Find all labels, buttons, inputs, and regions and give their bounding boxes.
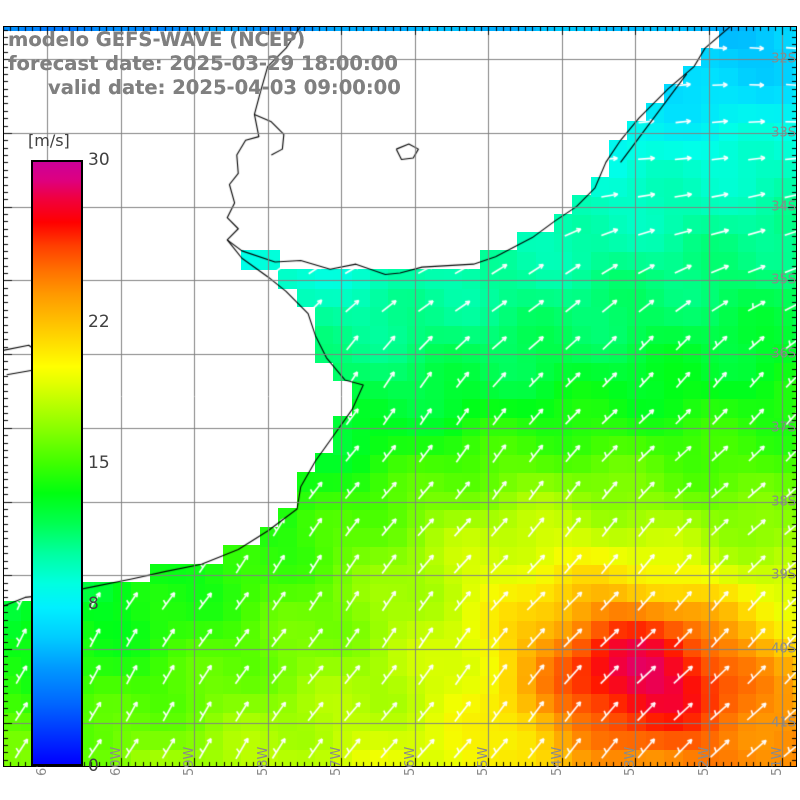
colorbar-tick-label: 15: [88, 453, 110, 473]
colorbar-tick-label: 0: [88, 756, 99, 776]
longitude-tick-label: 56W: [402, 746, 418, 776]
plot-area: [3, 26, 797, 767]
longitude-tick-label: 54W: [549, 746, 565, 776]
colorbar-unit-label: [m/s]: [28, 131, 70, 150]
latitude-tick-label: 36S: [771, 346, 796, 362]
colorbar-gradient: [31, 160, 83, 766]
latitude-tick-label: 38S: [771, 494, 796, 510]
colorbar-tick-label: 30: [88, 150, 110, 170]
latitude-tick-label: 33S: [771, 125, 796, 141]
longitude-tick-label: 53W: [623, 746, 639, 776]
latitude-tick-label: 40S: [771, 641, 796, 657]
longitude-tick-label: 51W: [770, 746, 786, 776]
longitude-tick-label: 52W: [696, 746, 712, 776]
colorbar: [31, 160, 83, 766]
latitude-tick-label: 32S: [771, 51, 796, 67]
latitude-tick-label: 37S: [771, 420, 796, 436]
colorbar-tick-label: 22: [88, 311, 110, 332]
graticule-layer: [3, 26, 797, 767]
longitude-tick-label: 59W: [182, 746, 198, 776]
latitude-tick-label: 39S: [771, 567, 796, 583]
latitude-tick-label: 34S: [771, 199, 796, 215]
latitude-tick-label: 35S: [771, 272, 796, 288]
colorbar-tick-label: 8: [88, 594, 99, 615]
longitude-tick-label: 57W: [329, 746, 345, 776]
latitude-tick-label: 41S: [771, 715, 796, 731]
longitude-tick-label: 55W: [476, 746, 492, 776]
longitude-tick-label: 58W: [255, 746, 271, 776]
longitude-tick-label: 60W: [108, 746, 124, 776]
